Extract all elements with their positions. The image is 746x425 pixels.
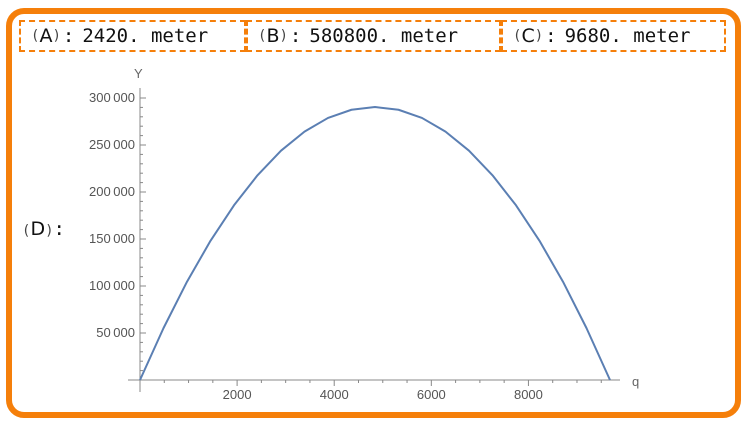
answer-c-box: (C): 9680. meter (501, 20, 726, 52)
y-tick-label: 250 000 (89, 137, 135, 152)
answer-b-unit: meter (400, 25, 459, 47)
answer-c-letter: C (521, 25, 535, 47)
answer-c-value: 9680. (564, 25, 622, 47)
answer-d-label: (D): (22, 218, 65, 240)
answer-a-box: (A): 2420. meter (19, 20, 246, 52)
series-curve (139, 106, 611, 381)
x-axis-title: q (632, 374, 639, 389)
x-tick-label: 6000 (417, 387, 446, 402)
answer-a-value: 2420. (82, 25, 140, 47)
y-axis-title: Y (134, 66, 143, 81)
answer-b-box: (B): 580800. meter (246, 20, 501, 52)
y-tick-label: 200 000 (89, 184, 135, 199)
x-tick-label: 2000 (223, 387, 252, 402)
answer-c-unit: meter (633, 25, 691, 47)
y-tick-label: 100 000 (89, 278, 135, 293)
y-tick-label: 50 000 (96, 325, 135, 340)
answer-frame (6, 8, 741, 418)
answer-d-letter: D (30, 218, 46, 240)
y-tick-label: 150 000 (89, 231, 135, 246)
answer-a-unit: meter (150, 25, 209, 47)
y-tick-label: 300 000 (89, 90, 135, 105)
answer-b-value: 580800. (309, 25, 390, 47)
x-tick-label: 8000 (514, 387, 543, 402)
answer-b-letter: B (266, 25, 280, 47)
x-tick-label: 4000 (320, 387, 349, 402)
answer-a-letter: A (39, 25, 53, 47)
